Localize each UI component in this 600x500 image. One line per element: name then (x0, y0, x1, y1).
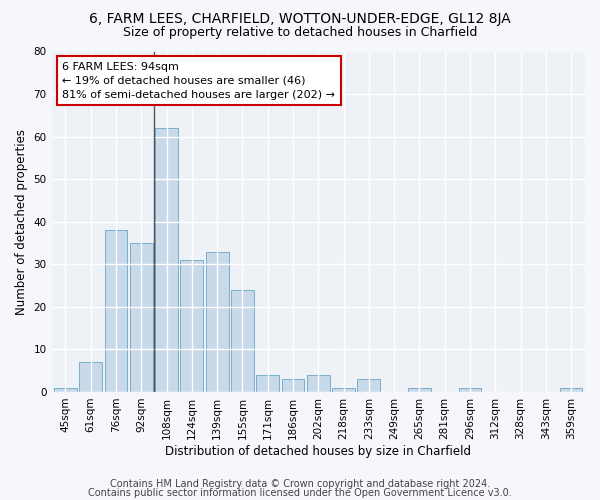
Bar (307, 375, 329, 392)
Text: Contains HM Land Registry data © Crown copyright and database right 2024.: Contains HM Land Registry data © Crown c… (110, 479, 490, 489)
Text: 6, FARM LEES, CHARFIELD, WOTTON-UNDER-EDGE, GL12 8JA: 6, FARM LEES, CHARFIELD, WOTTON-UNDER-ED… (89, 12, 511, 26)
Bar (408, 388, 431, 392)
Bar (358, 379, 380, 392)
Text: 6 FARM LEES: 94sqm
← 19% of detached houses are smaller (46)
81% of semi-detache: 6 FARM LEES: 94sqm ← 19% of detached hou… (62, 62, 335, 100)
Bar (231, 290, 254, 392)
Bar (458, 388, 481, 392)
Bar (130, 243, 152, 392)
Bar (155, 128, 178, 392)
Bar (206, 252, 229, 392)
Text: Size of property relative to detached houses in Charfield: Size of property relative to detached ho… (123, 26, 477, 39)
Bar (181, 260, 203, 392)
Bar (560, 388, 583, 392)
Text: Contains public sector information licensed under the Open Government Licence v3: Contains public sector information licen… (88, 488, 512, 498)
Y-axis label: Number of detached properties: Number of detached properties (15, 128, 28, 314)
Bar (79, 362, 102, 392)
Bar (256, 375, 279, 392)
Bar (281, 379, 304, 392)
Bar (332, 388, 355, 392)
Bar (104, 230, 127, 392)
X-axis label: Distribution of detached houses by size in Charfield: Distribution of detached houses by size … (165, 444, 471, 458)
Bar (54, 388, 77, 392)
